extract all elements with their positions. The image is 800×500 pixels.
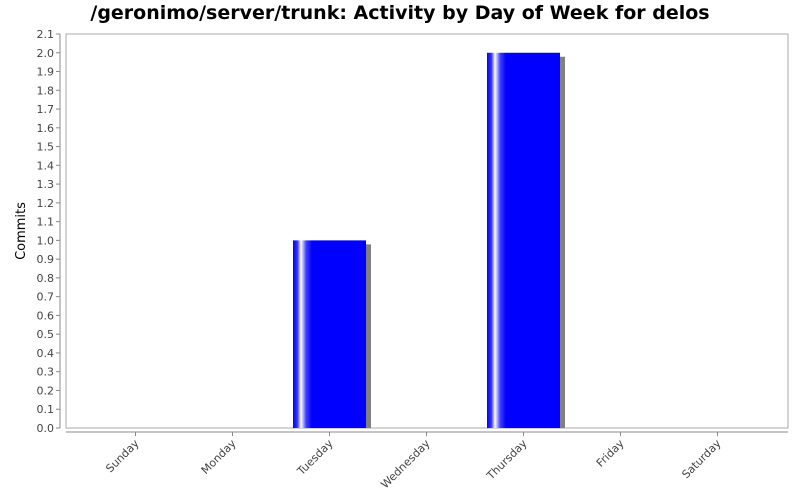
- y-tick-label: 0.0: [37, 422, 55, 435]
- y-tick-label: 0.2: [37, 384, 55, 397]
- x-tick-label: Wednesday: [378, 437, 433, 492]
- x-axis: Sunday Monday Tuesday Wednesday Thursday Frid…: [66, 431, 788, 492]
- y-tick-label: 2.1: [37, 28, 55, 41]
- y-tick-label: 2.0: [37, 47, 55, 60]
- y-tick-label: 0.1: [37, 403, 55, 416]
- y-tick-label: 0.8: [37, 272, 55, 285]
- y-tick-label: 0.6: [37, 309, 55, 322]
- y-tick-label: 1.6: [37, 122, 55, 135]
- y-tick-label: 1.7: [37, 103, 55, 116]
- y-tick-label: 1.8: [37, 84, 55, 97]
- x-tick-label: Sunday: [103, 437, 142, 476]
- y-tick-label: 0.4: [37, 347, 55, 360]
- y-tick-label: 1.2: [37, 197, 55, 210]
- y-tick-label: 0.7: [37, 291, 55, 304]
- x-tick-label: Thursday: [484, 437, 530, 483]
- plot-area: [65, 33, 789, 429]
- x-tick-label: Tuesday: [294, 437, 336, 479]
- x-tick-label: Monday: [199, 437, 239, 477]
- y-axis: 0.0 0.1 0.2 0.3 0.4 0.5 0.6 0.7 0.8 0.9 1.0 1.1 1.2 1…: [37, 28, 61, 435]
- y-tick-label: 1.1: [37, 216, 55, 229]
- x-tick-label: Saturday: [679, 437, 724, 482]
- y-axis-label: Commits: [14, 202, 29, 260]
- y-tick-label: 1.9: [37, 66, 55, 79]
- y-tick-label: 1.0: [37, 234, 55, 247]
- y-tick-label: 0.3: [37, 366, 55, 379]
- y-tick-label: 1.5: [37, 141, 55, 154]
- bar-thursday: [487, 52, 560, 429]
- y-tick-label: 1.4: [37, 159, 55, 172]
- bars: [293, 52, 565, 429]
- y-tick-label: 1.3: [37, 178, 55, 191]
- x-tick-label: Friday: [594, 437, 627, 470]
- y-tick-label: 0.5: [37, 328, 55, 341]
- chart-title: /geronimo/server/trunk: Activity by Day …: [90, 2, 710, 24]
- bar-tuesday: [293, 240, 366, 428]
- y-tick-label: 0.9: [37, 253, 55, 266]
